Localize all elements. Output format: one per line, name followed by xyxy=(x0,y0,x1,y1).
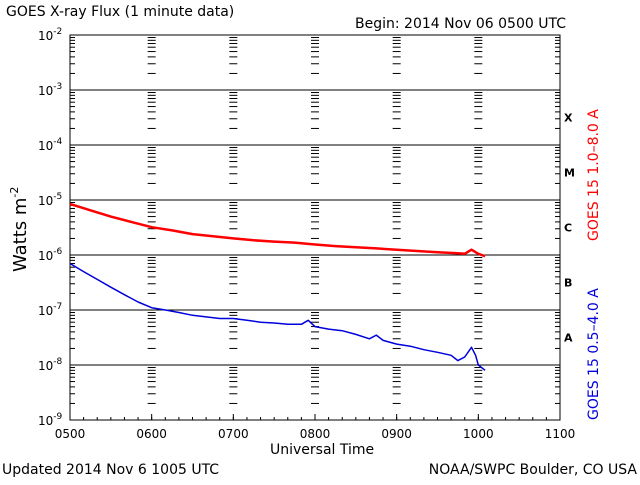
legend-series-2: GOES 15 0.5–4.0 A xyxy=(586,288,602,420)
series-lines xyxy=(69,202,486,371)
begin-label: Begin: 2014 Nov 06 0500 UTC xyxy=(355,16,566,32)
series-line-2 xyxy=(69,262,486,371)
y-tick-label: 10-5 xyxy=(38,192,62,208)
updated-label: Updated 2014 Nov 6 1005 UTC xyxy=(2,462,219,478)
chart-title: GOES X-ray Flux (1 minute data) xyxy=(6,4,234,20)
x-tick-label: 1100 xyxy=(545,427,576,441)
y-tick-label: 10-4 xyxy=(38,137,63,153)
y-axis-ticks: 10-2 10-3 10-4 10-5 10-6 10-7 10-8 10-9 xyxy=(38,27,560,428)
x-tick-label: 0600 xyxy=(136,427,167,441)
x-tick-label: 0800 xyxy=(300,427,331,441)
x-tick-label: 0500 xyxy=(55,427,86,441)
y-axis-label: Watts m-2 xyxy=(8,187,31,272)
credit-label: NOAA/SWPC Boulder, CO USA xyxy=(429,462,638,478)
flare-class-a: A xyxy=(564,332,573,345)
x-tick-label: 0700 xyxy=(218,427,249,441)
legend-series-1: GOES 15 1.0–8.0 A xyxy=(586,109,602,241)
y-tick-label: 10-6 xyxy=(38,247,63,263)
grid xyxy=(70,37,560,404)
y-tick-label: 10-7 xyxy=(38,302,62,318)
flare-class-c: C xyxy=(564,222,572,235)
flare-class-x: X xyxy=(564,112,573,125)
x-tick-label: 0900 xyxy=(381,427,412,441)
x-axis-ticks: 0500 0600 0700 0800 0900 1000 1100 xyxy=(55,414,576,441)
y-tick-label: 10-3 xyxy=(38,82,62,98)
y-tick-label: 10-8 xyxy=(38,357,63,373)
y-tick-label: 10-9 xyxy=(38,412,63,428)
x-axis-label: Universal Time xyxy=(270,442,374,458)
series-line-1 xyxy=(69,202,486,258)
flare-class-labels: X M C B A xyxy=(564,112,575,345)
y-tick-label: 10-2 xyxy=(38,27,62,43)
flare-class-b: B xyxy=(564,277,572,290)
flare-class-m: M xyxy=(564,167,575,180)
x-tick-label: 1000 xyxy=(463,427,494,441)
